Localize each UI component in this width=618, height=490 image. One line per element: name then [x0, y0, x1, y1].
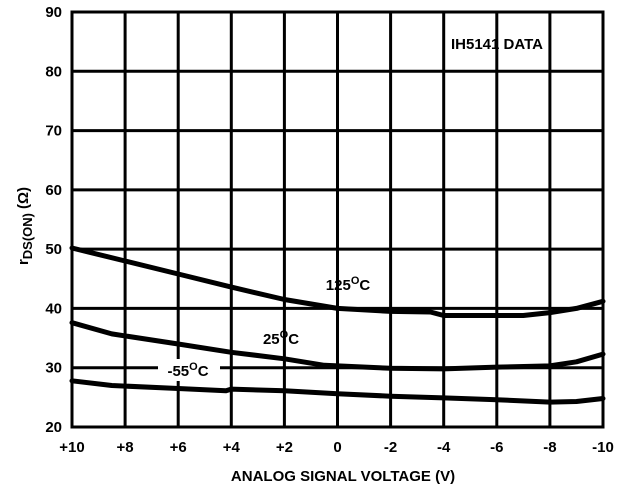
- y-tick-label: 50: [45, 241, 62, 258]
- x-tick-label: -8: [543, 439, 556, 456]
- x-tick-label: +10: [59, 439, 84, 456]
- series-label-unit: C: [198, 363, 209, 380]
- x-tick-label: +2: [276, 439, 293, 456]
- series-label-value: 25: [263, 331, 280, 348]
- y-tick-label: 20: [45, 419, 62, 436]
- annotation: IH5141 DATA: [451, 36, 543, 53]
- series-label-125c: 125OC: [326, 275, 371, 294]
- series-line-25c: [69, 320, 606, 372]
- series-label-unit: C: [359, 277, 370, 294]
- series-label-degree: O: [351, 275, 360, 287]
- series-label-degree: O: [280, 329, 289, 341]
- x-tick-label: +8: [117, 439, 134, 456]
- y-tick-labels: 20 30 40 50 60 70 80 90: [45, 4, 62, 436]
- series-label-degree: O: [189, 361, 198, 373]
- y-axis-title-unit: (Ω): [15, 187, 32, 209]
- series-label-unit: C: [288, 331, 299, 348]
- x-tick-label: -6: [490, 439, 503, 456]
- series-label-value: -55: [167, 363, 189, 380]
- x-axis-title: ANALOG SIGNAL VOLTAGE (V): [231, 468, 455, 485]
- plot-frame: [70, 10, 605, 429]
- x-tick-label: -4: [437, 439, 451, 456]
- y-tick-label: 60: [45, 182, 62, 199]
- x-tick-labels: +10 +8 +6 +4 +2 0 -2 -4 -6 -8 -10: [59, 439, 614, 456]
- x-tick-label: -10: [592, 439, 614, 456]
- y-tick-label: 40: [45, 300, 62, 317]
- y-axis-title-main: r: [15, 259, 32, 265]
- x-tick-label: +6: [170, 439, 187, 456]
- series-lines: [69, 245, 606, 405]
- series-label-background: [158, 359, 220, 381]
- y-tick-label: 70: [45, 123, 62, 140]
- y-axis-title: rDS(ON) (Ω): [15, 187, 35, 265]
- series-label-value: 125: [326, 277, 351, 294]
- series-line--55c: [69, 378, 606, 405]
- x-tick-label: 0: [333, 439, 341, 456]
- y-tick-label: 30: [45, 360, 62, 377]
- series-line-125c: [69, 245, 606, 318]
- y-axis-title-subscript: DS(ON): [20, 213, 35, 259]
- series-label--55c: -55OC: [167, 361, 208, 380]
- x-tick-label: +4: [223, 439, 241, 456]
- series-label-25c: 25OC: [263, 329, 299, 348]
- y-tick-label: 80: [45, 63, 62, 80]
- x-tick-label: -2: [384, 439, 397, 456]
- y-tick-label: 90: [45, 4, 62, 21]
